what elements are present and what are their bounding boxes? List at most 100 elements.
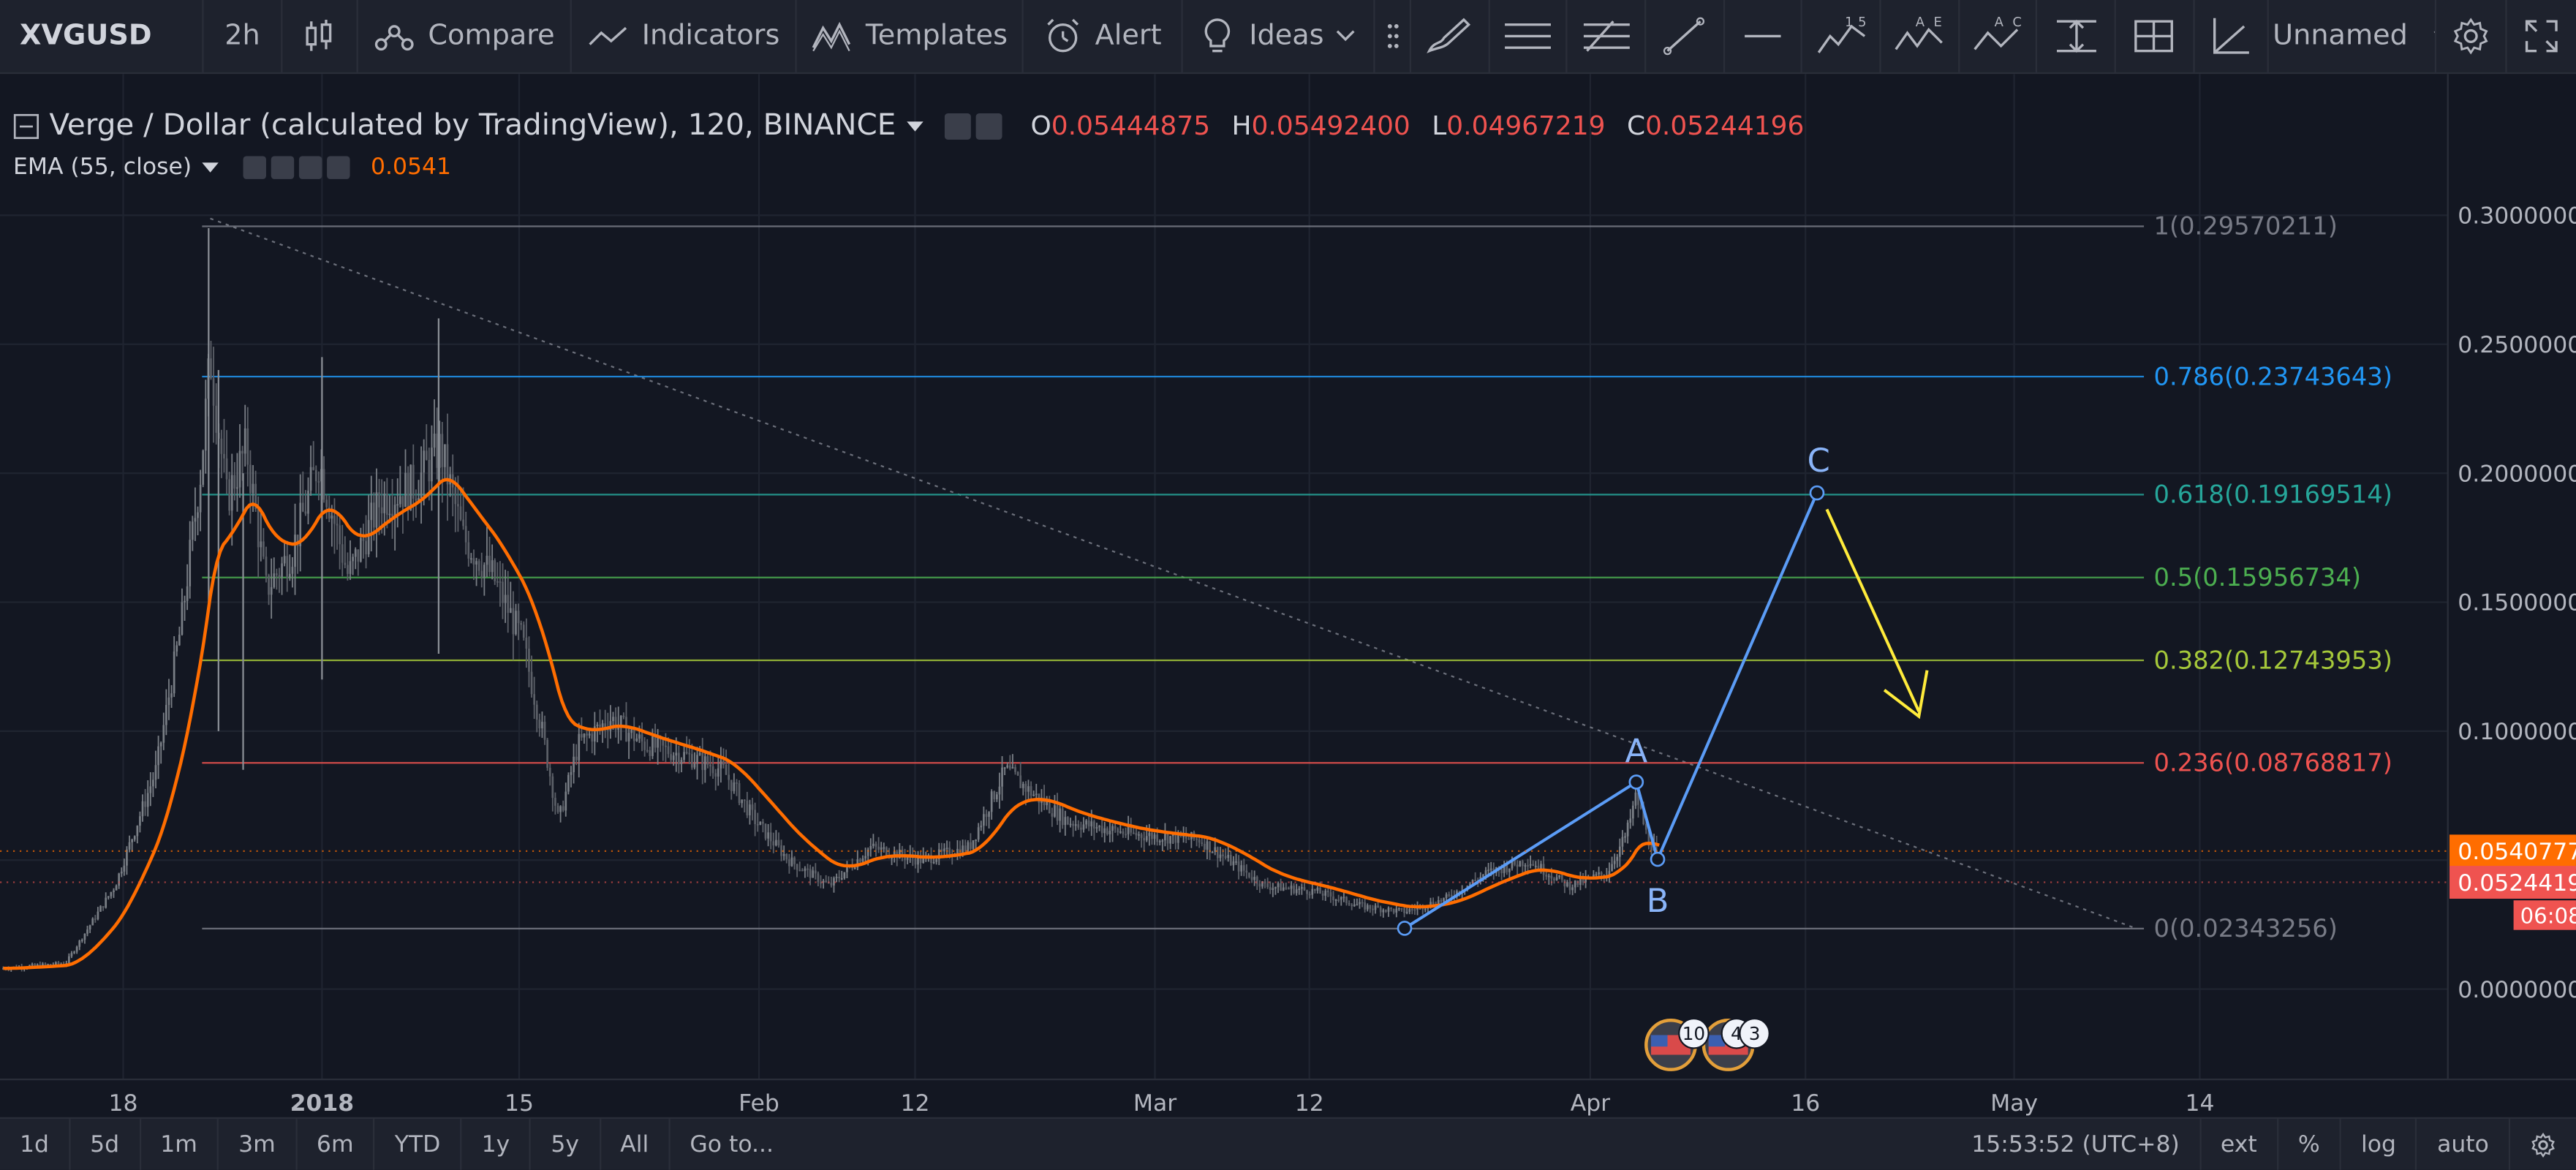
range-6m[interactable]: 6m bbox=[297, 1119, 375, 1170]
percent-scale-toggle[interactable]: % bbox=[2276, 1119, 2340, 1170]
ideas-button[interactable]: Ideas bbox=[1183, 0, 1375, 72]
brush-tool-button[interactable] bbox=[1411, 0, 1490, 72]
price-chart[interactable]: 1(0.29570211) 0.786(0.23743643) 0.618(0.19… bbox=[0, 74, 2576, 1117]
candle-body bbox=[551, 776, 554, 799]
goto-date-button[interactable]: Go to... bbox=[690, 1132, 774, 1158]
add-study-icon[interactable] bbox=[298, 156, 322, 179]
candle-body bbox=[883, 847, 885, 849]
economic-events[interactable]: 10 4 3 bbox=[1644, 1017, 1770, 1071]
candle-body bbox=[131, 839, 133, 842]
candle-body bbox=[1185, 835, 1187, 839]
candle-body bbox=[175, 645, 178, 652]
candle-body bbox=[88, 925, 91, 930]
candle-body bbox=[877, 846, 880, 850]
range-all[interactable]: All bbox=[600, 1119, 671, 1170]
range-1y[interactable]: 1y bbox=[462, 1119, 532, 1170]
candle-body bbox=[1106, 828, 1108, 834]
candle-body bbox=[746, 800, 749, 816]
angle-tool-button[interactable] bbox=[2194, 0, 2270, 72]
log-scale-toggle[interactable]: log bbox=[2339, 1119, 2416, 1170]
candle-body bbox=[157, 746, 159, 766]
time-tick-label: Feb bbox=[739, 1090, 779, 1117]
candle-body bbox=[1618, 846, 1621, 857]
chart-settings-button[interactable] bbox=[2508, 1119, 2576, 1170]
study-settings-icon[interactable] bbox=[270, 156, 294, 179]
candle-body bbox=[980, 826, 983, 828]
chart-style-button[interactable] bbox=[282, 0, 358, 72]
range-1d[interactable]: 1d bbox=[0, 1119, 71, 1170]
candle-body bbox=[1264, 881, 1266, 884]
range-5y[interactable]: 5y bbox=[531, 1119, 601, 1170]
candle-body bbox=[1345, 897, 1348, 903]
price-range-button[interactable] bbox=[2038, 0, 2116, 72]
remove-study-icon[interactable] bbox=[326, 156, 350, 179]
candle-body bbox=[559, 806, 562, 812]
time-tick-label: Mar bbox=[1133, 1090, 1176, 1117]
candle-body bbox=[846, 866, 848, 872]
descending-trendline[interactable] bbox=[210, 217, 2137, 929]
clock[interactable]: 15:53:52 (UTC+8) bbox=[1971, 1132, 2180, 1158]
candle-body bbox=[1616, 856, 1619, 861]
collapse-icon[interactable] bbox=[13, 113, 39, 139]
svg-text:5: 5 bbox=[1857, 15, 1865, 30]
symbol-search-button[interactable]: XVGUSD bbox=[0, 0, 205, 72]
abc-wave-drawing[interactable]: A B C bbox=[1397, 441, 1929, 936]
eye-icon[interactable] bbox=[242, 156, 266, 179]
candle-body bbox=[197, 512, 199, 518]
range-5d[interactable]: 5d bbox=[70, 1119, 141, 1170]
candle-body bbox=[709, 764, 711, 767]
layout-name-button[interactable]: Unnamed bbox=[2270, 0, 2436, 72]
auto-scale-toggle[interactable]: auto bbox=[2415, 1119, 2509, 1170]
candle-body bbox=[1443, 898, 1445, 902]
candle-body bbox=[1100, 826, 1103, 834]
parallel-channel-button[interactable] bbox=[1489, 0, 1568, 72]
ohlc-values: O0.05444875 H0.05492400 L0.04967219 C0.0… bbox=[1018, 110, 1805, 142]
interval-button[interactable]: 2h bbox=[204, 0, 283, 72]
candle-body bbox=[835, 877, 838, 878]
range-3m[interactable]: 3m bbox=[219, 1119, 297, 1170]
wave-point bbox=[1628, 774, 1644, 790]
candle-body bbox=[1584, 877, 1587, 883]
date-price-range-button[interactable] bbox=[2116, 0, 2195, 72]
candle-body bbox=[1626, 823, 1629, 837]
series-settings-icon[interactable] bbox=[976, 112, 1003, 139]
candle-body bbox=[970, 842, 972, 849]
candle-body bbox=[1085, 820, 1087, 825]
candle-body bbox=[328, 507, 331, 519]
extended-hours-toggle[interactable]: ext bbox=[2199, 1119, 2277, 1170]
series-title[interactable]: Verge / Dollar (calculated by TradingVie… bbox=[49, 108, 896, 143]
fullscreen-button[interactable] bbox=[2507, 0, 2576, 72]
candle-body bbox=[1169, 836, 1171, 844]
candle-body bbox=[438, 434, 441, 468]
ema-study-label[interactable]: EMA (55, close) bbox=[12, 154, 192, 181]
fib-retracement[interactable]: 1(0.29570211) 0.786(0.23743643) 0.618(0.19… bbox=[202, 212, 2392, 943]
visibility-icon[interactable] bbox=[945, 112, 972, 139]
wave-path bbox=[1403, 492, 1818, 930]
trend-line-button[interactable] bbox=[1646, 0, 1725, 72]
horizontal-line-button[interactable] bbox=[1724, 0, 1803, 72]
indicators-button[interactable]: Indicators bbox=[571, 0, 796, 72]
caret-down-icon[interactable] bbox=[200, 159, 219, 176]
alert-label: Alert bbox=[1095, 19, 1162, 53]
caret-down-icon[interactable] bbox=[906, 118, 926, 134]
compare-button[interactable]: Compare bbox=[358, 0, 572, 72]
templates-button[interactable]: Templates bbox=[796, 0, 1023, 72]
candle-body bbox=[654, 736, 657, 748]
candle-body bbox=[601, 723, 604, 728]
range-ytd[interactable]: YTD bbox=[375, 1119, 462, 1170]
drag-handle[interactable] bbox=[1375, 0, 1411, 72]
range-1m[interactable]: 1m bbox=[140, 1119, 219, 1170]
candle-body bbox=[722, 760, 725, 765]
candle-body bbox=[152, 780, 154, 787]
alert-button[interactable]: Alert bbox=[1023, 0, 1183, 72]
candle-body bbox=[1198, 839, 1201, 843]
candle-body bbox=[775, 839, 777, 846]
settings-button[interactable] bbox=[2436, 0, 2508, 72]
fib-level-label: 1(0.29570211) bbox=[2154, 212, 2338, 241]
fib-tool-button[interactable] bbox=[1568, 0, 1647, 72]
candle-body bbox=[136, 826, 139, 837]
candle-body bbox=[1629, 818, 1632, 823]
